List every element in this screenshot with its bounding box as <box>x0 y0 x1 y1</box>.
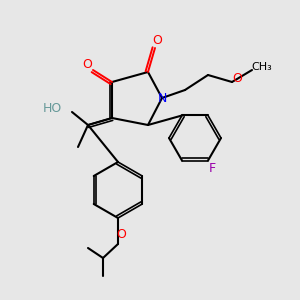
Text: O: O <box>232 71 242 85</box>
Text: N: N <box>157 92 167 104</box>
Text: F: F <box>208 162 216 175</box>
Text: CH₃: CH₃ <box>252 62 272 72</box>
Text: HO: HO <box>43 103 62 116</box>
Text: O: O <box>116 227 126 241</box>
Text: O: O <box>82 58 92 71</box>
Text: O: O <box>152 34 162 46</box>
